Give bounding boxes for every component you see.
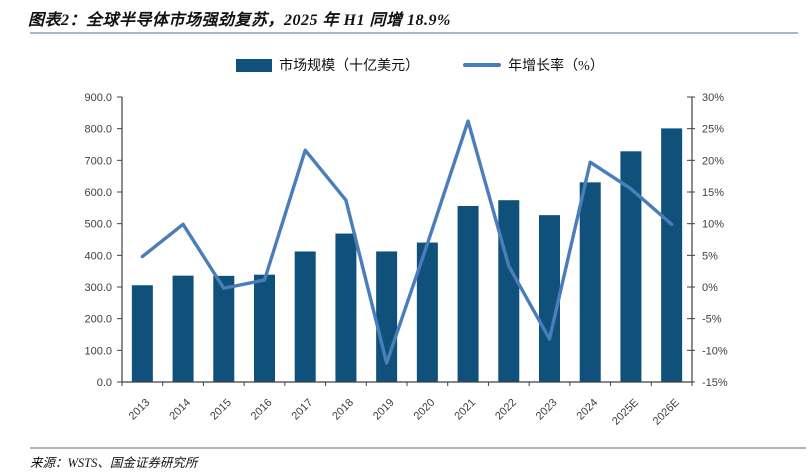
source-text: 来源：WSTS、国金证券研究所 — [30, 456, 198, 470]
right-axis-label: 20% — [702, 155, 724, 167]
x-axis-label: 2020 — [412, 397, 438, 423]
right-axis-label: -5% — [702, 314, 722, 326]
right-axis-label: 0% — [702, 282, 718, 294]
left-axis-label: 600.0 — [84, 187, 112, 199]
left-axis-label: 0.0 — [97, 377, 112, 389]
left-axis-label: 200.0 — [84, 314, 112, 326]
left-axis-label: 400.0 — [84, 250, 112, 262]
bar-2013 — [131, 285, 153, 382]
chart-legend: 市场规模（十亿美元） 年增长率（%） — [0, 55, 810, 75]
x-axis-label: 2016 — [249, 397, 275, 423]
bar-2016 — [254, 274, 275, 382]
x-axis-label: 2021 — [452, 397, 478, 423]
legend-line-swatch — [463, 63, 502, 67]
bar-2015 — [213, 275, 235, 382]
bar-2024 — [579, 182, 601, 382]
x-axis-label: 2018 — [330, 397, 356, 423]
x-axis-label: 2019 — [371, 397, 397, 423]
legend-label-market-size: 市场规模（十亿美元） — [279, 59, 420, 74]
right-axis-label: -10% — [702, 345, 728, 357]
legend-item-market-size: 市场规模（十亿美元） — [236, 55, 419, 75]
source-divider — [30, 447, 806, 449]
right-axis-label: 5% — [702, 250, 718, 262]
right-axis-label: 10% — [702, 219, 724, 231]
x-axis-label: 2014 — [167, 397, 193, 423]
x-axis-label: 2026E — [651, 397, 682, 428]
x-axis-label: 2023 — [534, 397, 560, 423]
bar-2022 — [498, 200, 520, 382]
right-axis-label: -15% — [702, 377, 728, 389]
x-axis-label: 2024 — [575, 397, 601, 423]
growth-rate-line — [140, 119, 674, 365]
right-axis-label: 30% — [702, 92, 724, 104]
x-axis-label: 2013 — [127, 397, 153, 423]
x-axis-label: 2017 — [290, 397, 316, 423]
bar-2025E — [620, 151, 642, 382]
bar-2014 — [172, 275, 194, 382]
right-axis-label: 25% — [702, 124, 724, 136]
bar-2018 — [335, 233, 357, 382]
bar-2021 — [457, 205, 479, 382]
left-axis-label: 500.0 — [84, 219, 112, 231]
x-axis-label: 2022 — [493, 397, 519, 423]
right-axis-label: 15% — [702, 187, 724, 199]
bar-2026E — [661, 128, 683, 382]
legend-item-growth-rate: 年增长率（%） — [463, 55, 604, 75]
left-axis-label: 900.0 — [84, 92, 112, 104]
left-axis-label: 100.0 — [84, 345, 112, 357]
left-axis-label: 800.0 — [84, 124, 112, 136]
title-divider — [30, 32, 798, 34]
x-axis-label: 2015 — [208, 397, 234, 423]
bar-2023 — [539, 215, 560, 382]
left-axis-label: 300.0 — [84, 282, 112, 294]
figure-title: 图表2：全球半导体市场强劲复苏，2025 年 H1 同增 18.9% — [28, 12, 451, 29]
x-axis-label: 2025E — [610, 397, 641, 428]
left-axis-label: 700.0 — [84, 155, 112, 167]
legend-label-growth-rate: 年增长率（%） — [508, 59, 604, 74]
bar-2017 — [294, 251, 316, 382]
bar-2020 — [416, 242, 438, 382]
legend-bar-swatch — [236, 58, 273, 72]
